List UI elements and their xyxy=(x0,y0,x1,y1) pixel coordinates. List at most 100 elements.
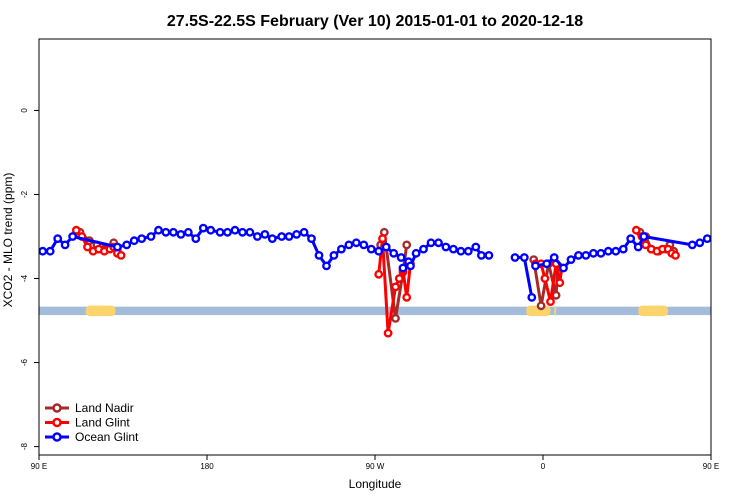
data-point xyxy=(411,248,421,258)
data-point xyxy=(546,297,555,306)
x-axis-label: Longitude xyxy=(349,477,402,491)
data-point xyxy=(176,229,186,239)
x-tick-label: 0 xyxy=(541,462,546,471)
data-point xyxy=(463,246,473,256)
y-tick-label: -4 xyxy=(20,274,29,282)
data-point xyxy=(596,248,606,258)
data-point xyxy=(419,244,428,254)
y-tick-label: -2 xyxy=(20,190,29,198)
data-point xyxy=(122,240,132,250)
data-point xyxy=(394,274,404,283)
data-point xyxy=(574,250,583,260)
data-point xyxy=(589,248,598,258)
data-point xyxy=(510,253,520,262)
data-point xyxy=(540,274,550,283)
data-point xyxy=(366,244,376,254)
data-point xyxy=(381,242,391,252)
data-point xyxy=(277,232,287,241)
data-point xyxy=(441,242,451,252)
data-point xyxy=(154,225,163,235)
x-tick-label: 180 xyxy=(200,462,214,471)
y-tick-label: 0 xyxy=(20,108,29,113)
legend-label: Ocean Glint xyxy=(75,430,139,444)
data-point xyxy=(168,227,178,237)
data-point xyxy=(639,232,649,241)
series-ocean-glint xyxy=(39,223,733,302)
data-point xyxy=(702,234,711,243)
ocean-band xyxy=(39,306,711,316)
data-point xyxy=(322,261,331,271)
data-point xyxy=(198,223,208,233)
data-point xyxy=(695,238,705,248)
data-point xyxy=(238,227,247,237)
series-land-glint xyxy=(71,225,680,338)
data-point xyxy=(359,240,369,250)
data-point xyxy=(631,225,641,235)
data-point xyxy=(549,253,559,262)
data-point xyxy=(183,227,193,237)
data-point xyxy=(406,261,415,271)
x-tick-label: 90 E xyxy=(703,462,719,471)
data-point xyxy=(484,250,494,260)
data-point xyxy=(378,234,387,244)
legend-marker xyxy=(52,432,62,442)
y-tick-label: -8 xyxy=(20,442,29,450)
data-point xyxy=(292,229,301,239)
data-point xyxy=(191,234,201,244)
data-point xyxy=(383,328,393,338)
data-point xyxy=(374,246,384,256)
series-line xyxy=(377,237,412,335)
land-segment-0 xyxy=(85,305,116,317)
data-point xyxy=(267,234,277,244)
data-point xyxy=(398,263,408,273)
data-point xyxy=(559,263,568,273)
data-point xyxy=(161,227,171,237)
data-point xyxy=(284,232,294,241)
data-point xyxy=(551,290,561,300)
data-point xyxy=(471,242,481,252)
x-tick-label: 90 W xyxy=(366,462,385,471)
data-point xyxy=(633,242,643,252)
data-point xyxy=(116,250,126,260)
data-point xyxy=(45,246,55,256)
data-point xyxy=(603,246,613,256)
data-point xyxy=(71,225,81,235)
land-segment-3 xyxy=(638,305,669,317)
data-point xyxy=(260,229,270,239)
data-point xyxy=(519,253,529,262)
data-point xyxy=(137,234,147,244)
data-point xyxy=(389,248,399,258)
data-point xyxy=(215,227,225,237)
data-point xyxy=(396,253,406,262)
data-point xyxy=(329,250,339,260)
data-point xyxy=(391,313,400,323)
data-point xyxy=(60,240,70,250)
data-point xyxy=(336,244,346,254)
data-point xyxy=(402,240,412,250)
data-point xyxy=(223,227,232,237)
data-point xyxy=(727,227,733,233)
data-point xyxy=(252,232,262,241)
data-point xyxy=(531,261,540,271)
data-point xyxy=(374,269,384,279)
y-axis-label: XCO2 - MLO trend (ppm) xyxy=(1,173,15,308)
data-point xyxy=(448,244,458,254)
legend-marker xyxy=(52,403,62,413)
data-point xyxy=(351,238,361,248)
legend-marker xyxy=(52,417,62,428)
data-point xyxy=(299,227,309,237)
data-point xyxy=(536,301,546,311)
legend-label: Land Nadir xyxy=(75,401,134,415)
data-point xyxy=(434,238,443,248)
data-point xyxy=(719,231,725,237)
data-point xyxy=(344,240,354,250)
data-point xyxy=(307,234,316,244)
data-point xyxy=(641,240,651,250)
data-point xyxy=(391,282,400,292)
data-point xyxy=(710,234,711,239)
series-line xyxy=(515,256,534,298)
data-point xyxy=(687,240,697,250)
chart-title: 27.5S-22.5S February (Ver 10) 2015-01-01… xyxy=(167,13,583,30)
